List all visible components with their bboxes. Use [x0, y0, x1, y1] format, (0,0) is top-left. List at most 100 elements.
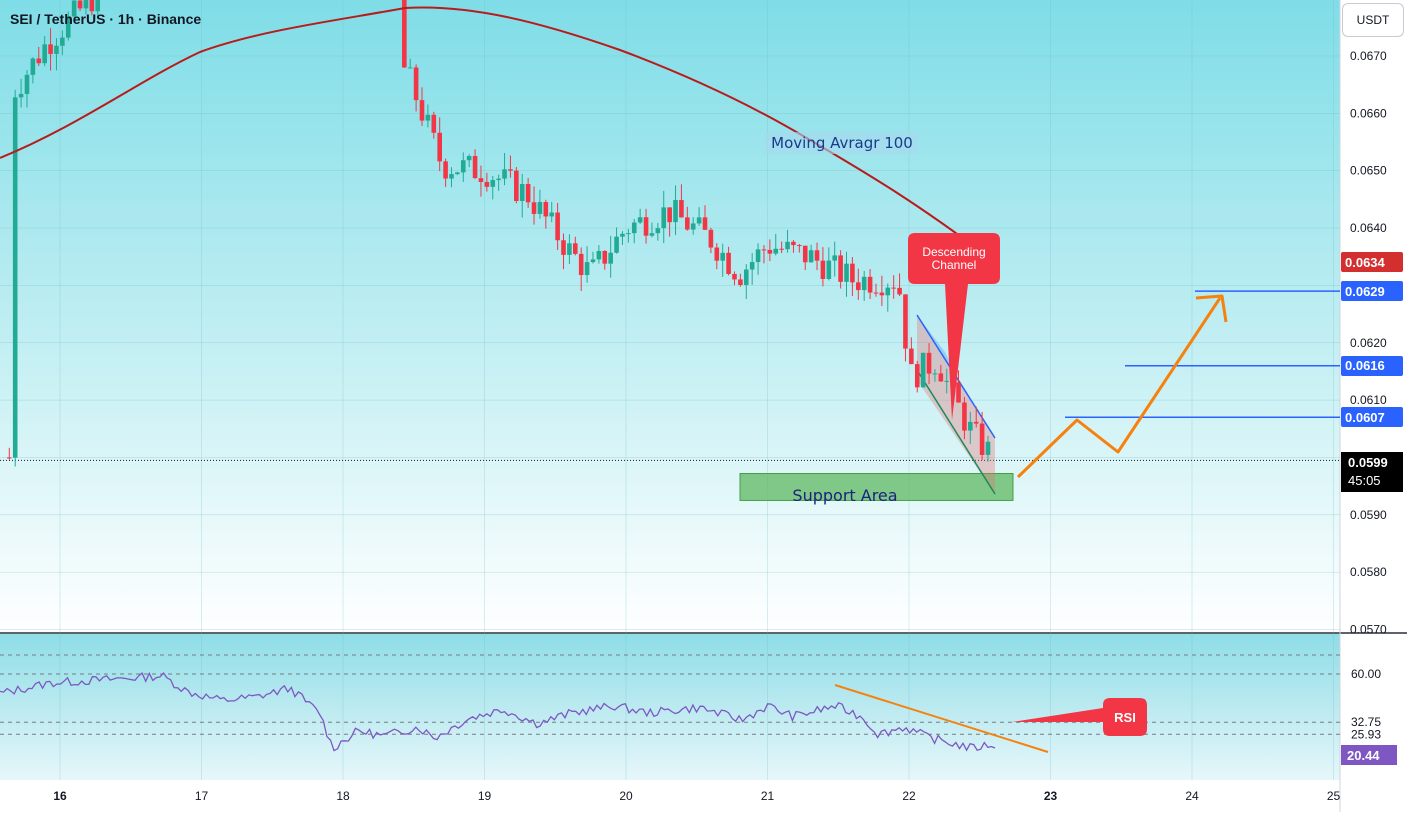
candle-body — [472, 156, 478, 179]
interval-label[interactable]: 1h — [117, 11, 135, 27]
candle-body — [437, 132, 442, 162]
symbol-name[interactable]: SEI / TetherUS — [10, 11, 106, 27]
candle-body — [65, 16, 71, 38]
candle-body — [808, 250, 814, 263]
candle-body — [979, 423, 985, 455]
candle-body — [838, 255, 843, 282]
candle-body — [938, 373, 944, 382]
candle-body — [455, 172, 460, 175]
candle-body — [460, 160, 466, 173]
price-axis-label: 0.0620 — [1350, 336, 1387, 350]
price-axis-label: 0.0610 — [1350, 393, 1387, 407]
candle-body — [820, 260, 826, 279]
candle-body — [749, 262, 755, 270]
candle-body — [832, 255, 838, 261]
candle-body — [77, 0, 83, 9]
candle-body — [36, 58, 42, 64]
currency-button[interactable]: USDT — [1342, 3, 1404, 37]
candle-body — [531, 202, 537, 214]
price-axis-label: 0.0670 — [1350, 49, 1387, 63]
candle-body — [855, 282, 861, 291]
candle-body — [962, 402, 967, 431]
candle-body — [549, 212, 555, 217]
candle-body — [83, 0, 89, 9]
candle-body — [590, 259, 596, 263]
rsi-callout[interactable] — [1012, 698, 1147, 736]
price-tag: 0.0607 — [1341, 407, 1403, 428]
candle-body — [738, 279, 743, 285]
candle-body — [12, 97, 18, 458]
candle-countdown: 45:05 — [1348, 473, 1381, 488]
candle-body — [543, 202, 549, 217]
time-axis-label: 21 — [761, 789, 775, 803]
candle-body — [6, 457, 12, 459]
candle-body — [696, 217, 702, 224]
candle-body — [596, 250, 602, 260]
candle-body — [602, 250, 608, 264]
projection-path[interactable] — [1016, 294, 1228, 479]
rsi-axis-label: 60.00 — [1351, 667, 1381, 681]
candle-body — [726, 252, 731, 274]
candle-body — [985, 441, 991, 455]
candle-body — [732, 273, 737, 280]
candle-body — [708, 229, 714, 248]
candle-body — [755, 249, 761, 263]
candle-body — [502, 169, 507, 179]
candle-body — [484, 181, 490, 187]
candle-body — [944, 380, 950, 382]
candle-body — [466, 156, 472, 161]
candle-body — [909, 348, 914, 365]
candle-body — [514, 170, 519, 201]
candle-body — [508, 169, 513, 171]
candle-body — [60, 37, 65, 46]
candle-body — [620, 233, 625, 237]
candle-body — [71, 0, 77, 17]
candle-body — [608, 252, 613, 264]
candle-body — [537, 202, 543, 214]
descending-channel-callout[interactable] — [908, 233, 1000, 420]
candle-body — [407, 67, 413, 69]
candle-body — [572, 243, 578, 254]
ma-label: Moving Avragr 100 — [771, 134, 913, 152]
candle-body — [555, 212, 560, 241]
time-axis-label: 22 — [902, 789, 916, 803]
axes: 0.0670 0.0660 0.0650 0.0640 0.0620 0.0610 0.05… — [53, 49, 1387, 803]
candle-body — [879, 292, 885, 296]
candle-body — [685, 217, 690, 230]
time-axis-background — [0, 780, 1340, 812]
candle-body — [42, 44, 47, 64]
candle-body — [89, 0, 95, 12]
candle-body — [861, 276, 867, 291]
candle-body — [714, 247, 720, 261]
candle-body — [973, 421, 979, 424]
candle-body — [761, 249, 767, 251]
candle-body — [673, 200, 678, 223]
candle-body — [519, 184, 525, 201]
price-axis-label: 0.0590 — [1350, 508, 1387, 522]
rsi-value-tag: 20.44 — [1341, 745, 1397, 765]
candle-body — [490, 180, 496, 187]
rsi-callout-label: RSI — [1114, 710, 1136, 725]
candle-body — [431, 114, 437, 133]
projection-line[interactable] — [1016, 297, 1222, 479]
price-axis-label: 0.0580 — [1350, 565, 1387, 579]
support-area[interactable]: Support Area — [739, 473, 1014, 505]
rsi-indicator — [0, 654, 1340, 753]
candle-body — [667, 207, 672, 223]
candle-body — [449, 174, 454, 179]
candle-body — [690, 223, 696, 230]
candle-body — [791, 241, 796, 246]
candle-body — [773, 248, 779, 254]
support-area-label: Support Area — [792, 486, 897, 505]
descending-channel-label-line2: Channel — [932, 258, 977, 272]
time-axis-label: 23 — [1044, 789, 1058, 803]
candle-body — [926, 352, 932, 374]
symbol-title[interactable]: SEI / TetherUS · 1h · Binance — [10, 11, 201, 27]
support-area-box[interactable] — [739, 473, 1014, 501]
price-axis-label: 0.0650 — [1350, 164, 1387, 178]
candle-body — [413, 67, 419, 101]
channel-lower-line[interactable] — [916, 369, 996, 495]
